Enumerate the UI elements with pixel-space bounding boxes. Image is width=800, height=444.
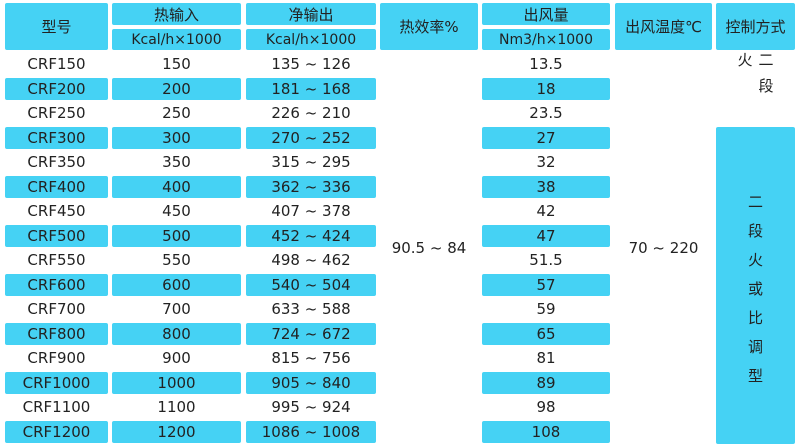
cell-input: 600 (112, 273, 241, 296)
cell-air: 32 (536, 153, 556, 171)
cell-model: CRF450 (27, 202, 86, 220)
cell-output: 815 ~ 756 (271, 349, 351, 367)
header-net-output-unit: Kcal/h×1000 (246, 29, 376, 50)
cell-air: 38 (482, 175, 610, 198)
cell-output: 315 ~ 295 (271, 153, 351, 171)
cell-model: CRF250 (27, 104, 86, 122)
control-two-stage-or-modulating-cell: 二段火或比调型 (716, 127, 795, 444)
cell-model: CRF1100 (22, 398, 91, 416)
cell-output: 724 ~ 672 (246, 322, 376, 345)
header-outlet-temp: 出风温度℃ (615, 3, 712, 50)
cell-input: 700 (162, 300, 191, 318)
header-airflow: 出风量 (482, 3, 610, 25)
header-control: 控制方式 (716, 3, 795, 50)
cell-input: 150 (162, 55, 191, 73)
cell-air: 47 (482, 224, 610, 247)
cell-air: 98 (536, 398, 556, 416)
cell-input: 350 (162, 153, 191, 171)
cell-output: 540 ~ 504 (246, 273, 376, 296)
cell-model: CRF400 (5, 175, 108, 198)
cell-air: 51.5 (529, 251, 563, 269)
cell-output: 270 ~ 252 (246, 126, 376, 149)
control-two-stage: 二段火 (735, 52, 775, 104)
cell-output: 995 ~ 924 (271, 398, 351, 416)
cell-model: CRF500 (5, 224, 108, 247)
cell-input: 1000 (112, 371, 241, 394)
cell-model: CRF900 (27, 349, 86, 367)
cell-input: 550 (162, 251, 191, 269)
cell-model: CRF300 (5, 126, 108, 149)
cell-model: CRF700 (27, 300, 86, 318)
cell-air: 59 (536, 300, 556, 318)
header-airflow-unit: Nm3/h×1000 (482, 29, 610, 50)
control-two-stage-or-modulating: 二段火或比调型 (746, 194, 764, 397)
cell-output: 407 ~ 378 (271, 202, 351, 220)
cell-model: CRF200 (5, 77, 108, 100)
cell-output: 362 ~ 336 (246, 175, 376, 198)
cell-output: 226 ~ 210 (271, 104, 351, 122)
header-heat-input-unit: Kcal/h×1000 (112, 29, 241, 50)
cell-air: 108 (482, 420, 610, 443)
cell-air: 27 (482, 126, 610, 149)
cell-output: 1086 ~ 1008 (246, 420, 376, 443)
cell-output: 905 ~ 840 (246, 371, 376, 394)
cell-input: 900 (162, 349, 191, 367)
header-efficiency: 热效率% (380, 3, 478, 50)
header-heat-input: 热输入 (112, 3, 241, 25)
cell-input: 450 (162, 202, 191, 220)
cell-output: 633 ~ 588 (271, 300, 351, 318)
cell-output: 498 ~ 462 (271, 251, 351, 269)
cell-input: 250 (162, 104, 191, 122)
cell-input: 500 (112, 224, 241, 247)
cell-model: CRF550 (27, 251, 86, 269)
outlet-temp-merged: 70 ~ 220 (628, 239, 699, 257)
cell-model: CRF150 (27, 55, 86, 73)
cell-air: 65 (482, 322, 610, 345)
cell-air: 89 (482, 371, 610, 394)
cell-output: 135 ~ 126 (271, 55, 351, 73)
cell-output: 452 ~ 424 (246, 224, 376, 247)
cell-input: 400 (112, 175, 241, 198)
cell-air: 18 (482, 77, 610, 100)
cell-input: 1100 (157, 398, 196, 416)
cell-air: 13.5 (529, 55, 563, 73)
header-model: 型号 (5, 3, 108, 50)
control-two-stage-cell: 二段火 (716, 52, 795, 125)
cell-input: 300 (112, 126, 241, 149)
cell-air: 23.5 (529, 104, 563, 122)
cell-air: 57 (482, 273, 610, 296)
cell-model: CRF1000 (5, 371, 108, 394)
cell-output: 181 ~ 168 (246, 77, 376, 100)
cell-model: CRF350 (27, 153, 86, 171)
header-net-output: 净输出 (246, 3, 376, 25)
cell-model: CRF800 (5, 322, 108, 345)
cell-air: 42 (536, 202, 556, 220)
cell-model: CRF1200 (5, 420, 108, 443)
efficiency-merged: 90.5 ~ 84 (391, 239, 467, 257)
cell-input: 800 (112, 322, 241, 345)
cell-input: 1200 (112, 420, 241, 443)
cell-air: 81 (536, 349, 556, 367)
cell-model: CRF600 (5, 273, 108, 296)
cell-input: 200 (112, 77, 241, 100)
